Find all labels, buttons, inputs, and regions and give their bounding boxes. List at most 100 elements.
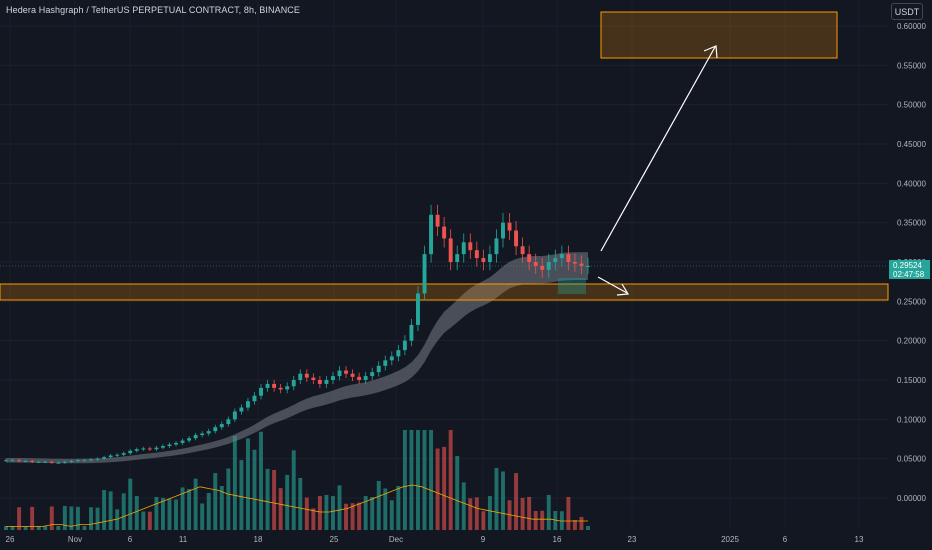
candle-body xyxy=(56,462,61,464)
volume-bar xyxy=(383,488,388,530)
candle-body xyxy=(62,461,67,463)
candle-body xyxy=(409,324,414,341)
candle-body xyxy=(160,446,165,448)
volume-bar xyxy=(429,430,434,530)
volume-bar xyxy=(298,478,303,530)
volume-bar xyxy=(82,526,87,530)
volume-bar xyxy=(278,488,283,530)
candle-body xyxy=(115,454,120,456)
time-tick-label: 26 xyxy=(6,535,15,544)
time-tick-label: 6 xyxy=(783,535,788,544)
support-zone xyxy=(0,283,889,301)
candle-body xyxy=(494,238,499,255)
volume-bar xyxy=(239,460,244,530)
volume-bar xyxy=(141,511,146,530)
candle-body xyxy=(389,356,394,361)
volume-bar xyxy=(167,498,172,530)
candle-body xyxy=(285,386,290,390)
candle-body xyxy=(487,254,492,262)
candle-body xyxy=(317,380,322,384)
candle-body xyxy=(429,214,434,255)
volume-bar xyxy=(259,431,263,530)
candle-body xyxy=(304,373,309,378)
candle-body xyxy=(501,222,505,239)
candle-body xyxy=(180,440,185,443)
volume-bar xyxy=(376,481,381,530)
volume-bar xyxy=(572,520,577,530)
volume-bar xyxy=(540,510,545,530)
volume-bar xyxy=(579,516,584,530)
volume-bar xyxy=(357,502,362,530)
candle-body xyxy=(89,459,93,461)
currency-button[interactable]: USDT xyxy=(891,3,923,20)
candle-body xyxy=(167,444,172,447)
candle-body xyxy=(252,395,257,402)
candle-body xyxy=(193,435,198,439)
volume-bar xyxy=(416,430,420,530)
volume-bar xyxy=(566,496,571,530)
volume-bar xyxy=(370,496,375,530)
volume-bar xyxy=(206,493,211,530)
bar-countdown: 02:47:58 xyxy=(893,270,925,279)
volume-bar xyxy=(455,456,460,530)
time-axis[interactable]: 26 Nov 6 11 18 25 Dec 9 16 23 2025 6 13 xyxy=(6,535,864,544)
candle-body xyxy=(49,461,54,463)
candle-body xyxy=(363,376,368,380)
volume-bar xyxy=(23,526,28,530)
candle-body xyxy=(507,222,512,231)
price-tick-label: 0.05000 xyxy=(897,455,926,464)
candle-body xyxy=(154,447,159,450)
volume-bar xyxy=(337,485,342,530)
volume-bar xyxy=(448,430,453,530)
volume-bar xyxy=(187,489,192,530)
bullish-arrow xyxy=(600,45,718,252)
candle-body xyxy=(416,293,420,325)
volume-bar xyxy=(252,449,257,530)
volume-bar xyxy=(160,497,165,530)
volume-bar xyxy=(468,498,473,530)
time-tick-label: 11 xyxy=(179,535,188,544)
price-tick-label: 0.15000 xyxy=(897,376,926,385)
volume-bar xyxy=(520,497,525,530)
candle-body xyxy=(121,453,126,455)
volume-bar xyxy=(102,490,107,530)
volume-bar xyxy=(232,436,237,530)
volume-bar xyxy=(75,506,80,530)
candle-body xyxy=(298,373,303,380)
volume-bar xyxy=(494,467,499,530)
candle-body xyxy=(174,442,178,445)
candle-body xyxy=(383,360,388,366)
volume-bar xyxy=(154,496,159,530)
candle-body xyxy=(586,265,590,267)
candle-body xyxy=(278,387,283,390)
price-tick-label: 0.40000 xyxy=(897,179,926,188)
candle-body xyxy=(30,461,35,463)
volume-bar xyxy=(331,496,335,530)
candle-body xyxy=(559,254,564,259)
candle-body xyxy=(455,254,460,262)
volume-bar xyxy=(62,506,67,530)
volume-bar xyxy=(193,478,198,530)
time-tick-label: 9 xyxy=(481,535,486,544)
candle-body xyxy=(337,370,342,377)
volume-bar xyxy=(324,494,329,530)
candle-body xyxy=(514,230,519,247)
candle-body xyxy=(324,380,329,384)
price-tick-label: 0.35000 xyxy=(897,219,926,228)
candle-body xyxy=(226,419,231,425)
candle-body xyxy=(350,373,355,377)
volume-bar xyxy=(219,486,224,530)
candle-body xyxy=(200,433,205,436)
candle-body xyxy=(187,438,192,441)
candle-body xyxy=(232,411,237,420)
volume-bar xyxy=(533,511,538,530)
candle-body xyxy=(17,460,22,462)
candle-body xyxy=(23,461,28,463)
volume-bar xyxy=(134,496,139,530)
volume-bar xyxy=(402,430,407,530)
volume-bar xyxy=(245,438,250,530)
volume-bar xyxy=(409,430,414,530)
volume-bar xyxy=(435,448,440,530)
volume-bar xyxy=(507,500,512,530)
